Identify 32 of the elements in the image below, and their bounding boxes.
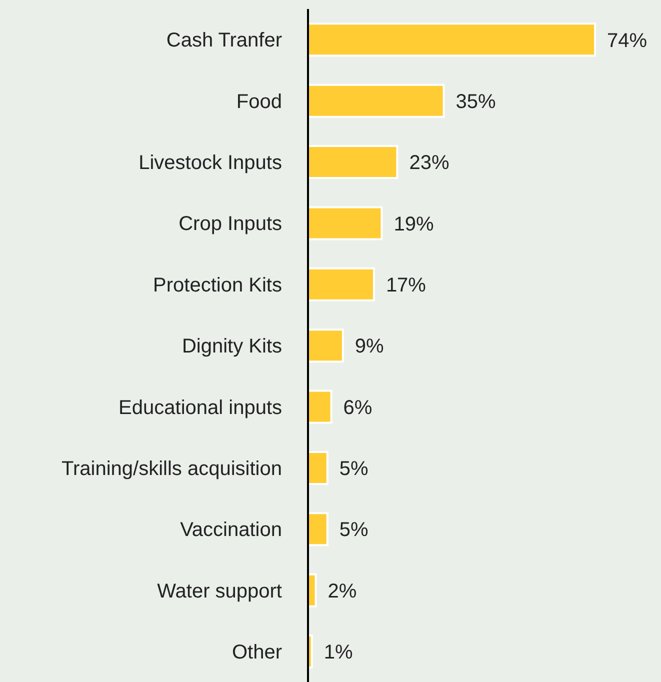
bar [308, 450, 328, 485]
y-tick-label: Educational inputs [118, 396, 282, 419]
y-tick-label: Livestock Inputs [138, 152, 282, 174]
y-tick-label: Dignity Kits [182, 336, 282, 358]
bar [308, 328, 344, 363]
bar [308, 206, 383, 240]
bar [308, 390, 332, 424]
bar [308, 573, 317, 608]
y-tick-label: Other [232, 642, 282, 664]
y-tick-label: Water support [157, 580, 282, 602]
data-label: 5% [339, 519, 369, 542]
data-label: 17% [386, 274, 426, 297]
data-label: 9% [354, 336, 384, 358]
y-tick-label: Crop Inputs [178, 213, 282, 236]
data-label: 19% [394, 213, 434, 236]
bar [308, 145, 398, 180]
data-label: 35% [456, 90, 496, 113]
data-label: 74% [607, 30, 648, 52]
data-label: 6% [343, 396, 372, 419]
y-tick-label: Food [236, 90, 282, 113]
data-label: 1% [324, 642, 353, 664]
y-tick-label: Training/skills acquisition [62, 458, 282, 480]
bar [308, 267, 375, 302]
bar [308, 512, 328, 546]
y-tick-label: Protection Kits [153, 274, 282, 296]
data-label: 23% [409, 152, 450, 174]
y-tick-label: Vaccination [180, 519, 282, 542]
data-label: 5% [339, 458, 369, 480]
bar [308, 22, 596, 57]
bar [308, 84, 445, 118]
data-label: 2% [328, 580, 357, 602]
y-tick-label: Cash Tranfer [166, 30, 282, 52]
